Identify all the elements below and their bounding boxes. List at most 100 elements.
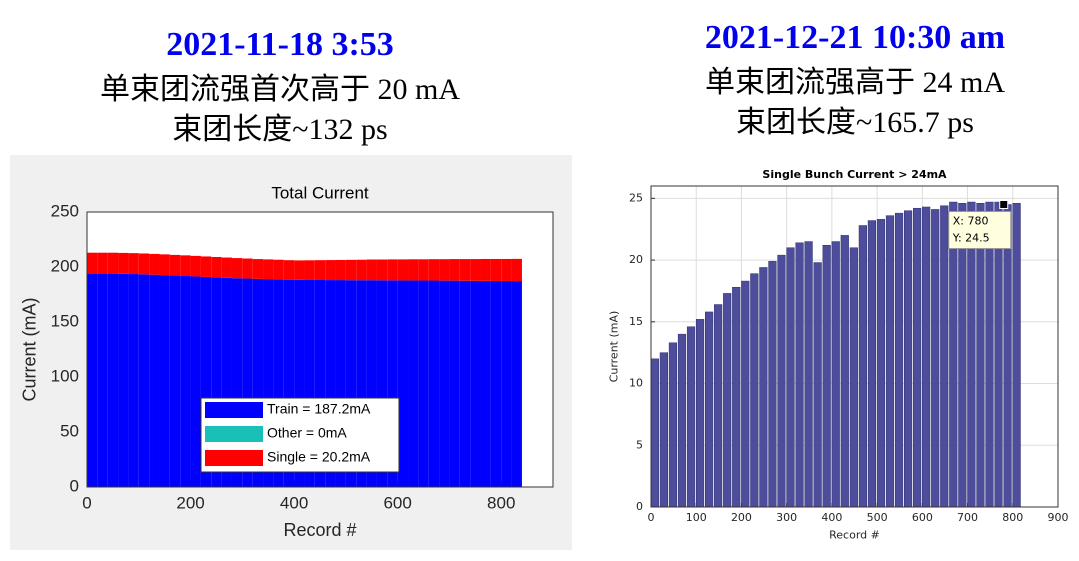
x-axis-label: Record # (829, 529, 880, 542)
bar (913, 207, 922, 508)
bar-segment (408, 259, 419, 281)
y-tick-label: 200 (51, 256, 79, 275)
bar (1003, 204, 1012, 508)
bar-segment (304, 260, 315, 280)
bar-segment (252, 259, 264, 279)
legend-label: Single = 20.2mA (267, 449, 371, 465)
y-tick-label: 25 (629, 191, 643, 204)
bar (885, 215, 895, 508)
datatip-label: X: 780 (953, 215, 989, 228)
bar (903, 210, 913, 508)
bar-segment (449, 280, 460, 487)
legend-swatch (205, 402, 263, 418)
datatip-marker (999, 200, 1009, 210)
bar-segment (294, 260, 305, 280)
bar-segment (428, 280, 440, 487)
x-tick-label: 800 (487, 493, 515, 512)
x-tick-label: 0 (648, 511, 655, 524)
slide-subtitle: 单束团流强高于 24 mA (705, 66, 1005, 99)
bar-segment (231, 258, 243, 279)
bar-segment (273, 259, 284, 280)
y-tick-label: 20 (629, 253, 643, 266)
bar-segment (511, 281, 522, 487)
bar-segment (366, 259, 377, 281)
y-tick-label: 10 (629, 377, 643, 390)
bar (786, 247, 795, 508)
bar-segment (418, 280, 429, 487)
bar-segment (397, 280, 409, 487)
bar-segment (490, 280, 502, 487)
slide-date: 2021-11-18 3:53 (166, 26, 394, 63)
y-axis-label: Current (mA) (608, 311, 621, 383)
bar-segment (97, 252, 108, 274)
bar-segment (294, 279, 305, 487)
bar (705, 311, 714, 508)
bar (777, 254, 786, 508)
bar-segment (345, 259, 357, 281)
x-tick-label: 200 (176, 493, 204, 512)
x-tick-label: 600 (912, 511, 933, 524)
bar-segment (87, 273, 98, 487)
bar-segment (439, 259, 450, 281)
bar-segment (387, 280, 398, 487)
bar-segment (490, 258, 502, 281)
bar (668, 342, 678, 508)
y-tick-label: 250 (51, 201, 79, 220)
bar-segment (231, 278, 243, 487)
bar-segment (180, 276, 191, 487)
bar-segment (252, 278, 264, 487)
bar (894, 212, 904, 508)
y-axis-label: Current (mA) (20, 297, 40, 401)
bar-segment (138, 274, 150, 487)
bar-segment (200, 256, 212, 277)
slide-subtitle: 束团长度~165.7 ps (736, 106, 974, 139)
x-tick-label: 100 (686, 511, 707, 524)
bar-segment (408, 280, 419, 487)
bar-segment (314, 260, 326, 280)
bar (1012, 203, 1021, 508)
bar (695, 319, 705, 508)
bar-segment (459, 259, 471, 281)
bar-segment (159, 275, 170, 487)
bar (813, 262, 822, 508)
bar-segment (87, 252, 98, 274)
bar-segment (169, 275, 181, 487)
bar (876, 219, 886, 508)
bar-segment (356, 259, 367, 281)
x-tick-label: 900 (1048, 511, 1069, 524)
slide-subtitle: 束团长度~132 ps (172, 113, 387, 146)
bar-segment (118, 252, 129, 274)
bar-segment (428, 259, 440, 281)
bar-segment (366, 280, 377, 487)
bar (768, 261, 777, 508)
bar (804, 241, 813, 508)
bar-segment (335, 259, 346, 281)
datatip-box (948, 211, 1012, 250)
bar (723, 293, 732, 508)
bar-segment (263, 259, 274, 280)
legend-label: Train = 187.2mA (267, 401, 371, 417)
bar-segment (397, 259, 409, 281)
y-tick-label: 150 (51, 311, 79, 330)
bar-segment (180, 255, 191, 277)
bar-segment (325, 260, 336, 281)
bar-segment (107, 273, 119, 487)
x-tick-label: 0 (82, 493, 91, 512)
bar (650, 358, 659, 508)
bar-segment (128, 274, 139, 487)
bar (732, 286, 741, 508)
legend-swatch (205, 450, 263, 466)
bar-segment (470, 280, 481, 487)
bar-segment (387, 259, 398, 281)
bar-segment (242, 258, 253, 279)
bar (795, 242, 804, 508)
bar-segment (149, 253, 160, 275)
x-tick-label: 300 (776, 511, 797, 524)
bar-segment (128, 253, 139, 275)
bar-segment (511, 258, 522, 282)
bar-segment (107, 252, 119, 274)
bar-segment (325, 280, 336, 487)
bar (922, 206, 931, 508)
bar-segment (138, 253, 150, 275)
bar-segment (376, 259, 388, 281)
